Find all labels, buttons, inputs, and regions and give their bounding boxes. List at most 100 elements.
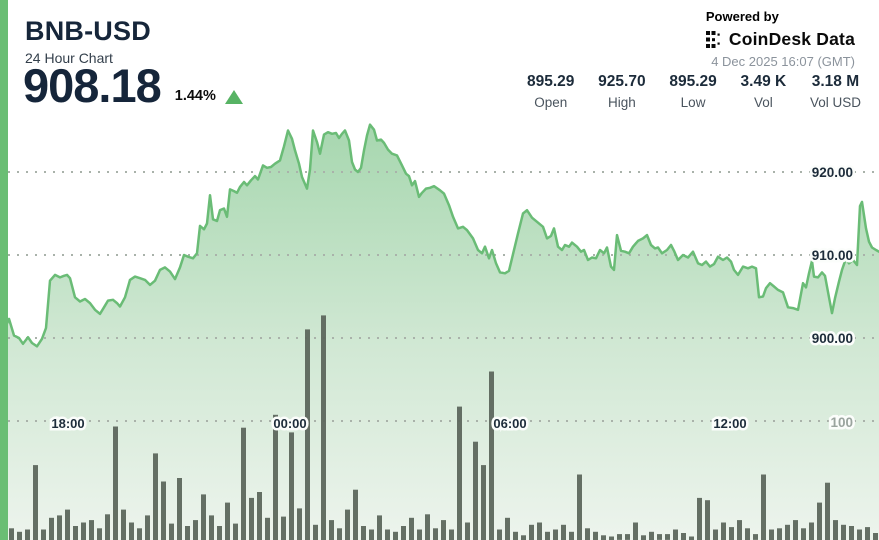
y-axis-label-910: 910.00 xyxy=(812,248,853,263)
volume-bar xyxy=(513,531,518,540)
stat-value: 895.29 xyxy=(527,73,575,90)
volume-bar xyxy=(449,529,454,540)
volume-bar xyxy=(825,482,830,540)
stat-label: High xyxy=(608,95,636,110)
volume-bar xyxy=(721,522,726,540)
volume-bar xyxy=(641,535,646,540)
volume-bar xyxy=(753,534,758,540)
volume-bar xyxy=(393,531,398,540)
stat-label: Low xyxy=(680,95,706,110)
volume-bar xyxy=(745,528,750,540)
volume-bar xyxy=(81,522,86,540)
volume-bar xyxy=(561,524,566,540)
volume-bar xyxy=(137,528,142,540)
volume-bar xyxy=(473,441,478,540)
volume-bar xyxy=(385,529,390,540)
y-axis-label-900: 900.00 xyxy=(812,331,853,346)
timestamp: 4 Dec 2025 16:07 (GMT) xyxy=(711,54,855,69)
volume-bar xyxy=(577,474,582,540)
volume-bar xyxy=(545,531,550,540)
volume-bar xyxy=(601,535,606,540)
volume-bar xyxy=(41,529,46,540)
stat-value: 3.49 K xyxy=(740,73,787,90)
volume-axis-label: 100 xyxy=(830,415,853,430)
volume-bar xyxy=(713,529,718,540)
volume-bar xyxy=(729,527,734,540)
volume-bar xyxy=(625,534,630,540)
coindesk-brand-text: CoinDesk Data xyxy=(728,29,855,49)
volume-bar xyxy=(417,529,422,540)
volume-bar xyxy=(705,500,710,540)
volume-bar xyxy=(809,522,814,540)
coindesk-brand-link[interactable]: CoinDesk Data xyxy=(705,29,855,50)
volume-bar xyxy=(465,522,470,540)
volume-bar xyxy=(673,529,678,540)
volume-bar xyxy=(849,526,854,540)
volume-bar xyxy=(457,406,462,540)
volume-bar xyxy=(481,465,486,540)
volume-bar xyxy=(57,515,62,540)
up-triangle-icon xyxy=(224,90,243,104)
volume-bar xyxy=(361,526,366,540)
x-axis-label-1200: 12:00 xyxy=(713,416,746,431)
volume-bar xyxy=(225,502,230,540)
x-axis-label-0000: 00:00 xyxy=(273,416,306,431)
volume-bar xyxy=(777,528,782,540)
volume-bar xyxy=(209,515,214,540)
volume-bar xyxy=(841,524,846,540)
volume-bar xyxy=(201,494,206,540)
volume-bar xyxy=(145,515,150,540)
volume-bar xyxy=(265,517,270,540)
volume-bar xyxy=(129,522,134,540)
volume-bar xyxy=(697,497,702,540)
volume-bar xyxy=(785,524,790,540)
volume-bar xyxy=(377,515,382,540)
x-axis-label-1800: 18:00 xyxy=(51,416,84,431)
volume-bar xyxy=(833,520,838,540)
volume-bar xyxy=(105,514,110,540)
volume-bar xyxy=(297,508,302,540)
volume-bar xyxy=(569,531,574,540)
volume-bar xyxy=(489,371,494,540)
volume-bar xyxy=(633,522,638,540)
volume-bar xyxy=(281,516,286,540)
x-axis-label-0600: 06:00 xyxy=(493,416,526,431)
volume-bar xyxy=(329,520,334,540)
volume-bar xyxy=(761,474,766,540)
volume-bar xyxy=(337,528,342,540)
volume-bar xyxy=(273,414,278,540)
stat-value: 895.29 xyxy=(669,73,717,90)
volume-bar xyxy=(585,528,590,540)
volume-bar xyxy=(113,426,118,540)
volume-bar xyxy=(193,520,198,540)
volume-bar xyxy=(505,517,510,540)
price-line xyxy=(0,123,879,348)
volume-bar xyxy=(161,481,166,540)
volume-bar xyxy=(65,509,70,540)
stat-vol-usd: 3.18 M Vol USD xyxy=(810,73,861,110)
powered-by-label: Powered by xyxy=(705,9,779,24)
volume-bar xyxy=(313,524,318,540)
volume-bar xyxy=(769,529,774,540)
volume-bar xyxy=(617,534,622,540)
stat-high: 925.70 High xyxy=(598,73,645,110)
change-percent: 1.44% xyxy=(174,88,216,104)
symbol-title: BNB-USD xyxy=(25,16,151,46)
current-price-row: 908.18 1.44% xyxy=(23,62,243,109)
volume-bar xyxy=(689,536,694,540)
volume-bars-group xyxy=(9,315,878,540)
volume-bar xyxy=(593,531,598,540)
volume-bar xyxy=(433,528,438,540)
chart-header: BNB-USD 24 Hour Chart xyxy=(25,16,151,66)
volume-bar xyxy=(73,526,78,540)
volume-bar xyxy=(289,432,294,540)
volume-bar xyxy=(681,533,686,540)
volume-bar xyxy=(49,517,54,540)
volume-bar xyxy=(657,534,662,540)
volume-bar xyxy=(121,509,126,540)
volume-bar xyxy=(241,427,246,540)
volume-bar xyxy=(537,522,542,540)
volume-bar xyxy=(425,514,430,540)
